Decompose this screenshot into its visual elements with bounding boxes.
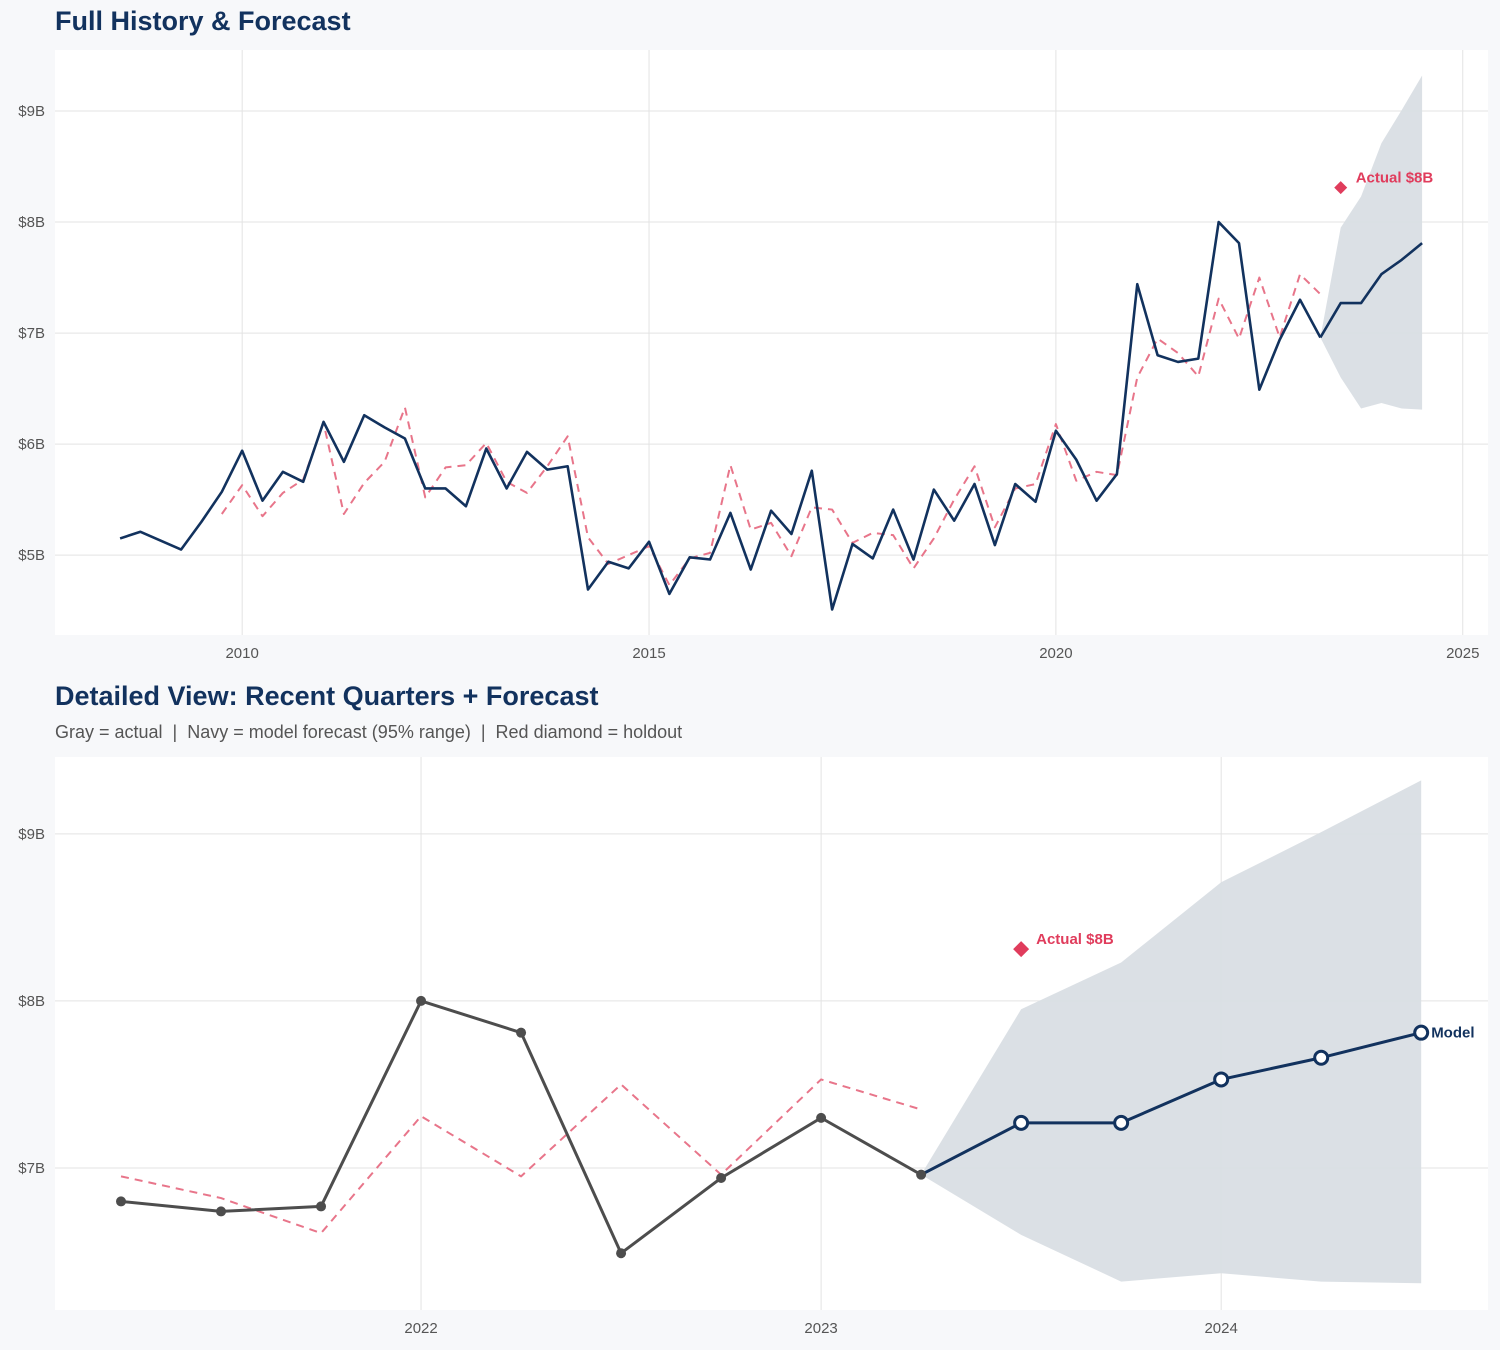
holdout-diamond-marker [1013, 941, 1030, 958]
y-tick-label: $9B [18, 103, 45, 120]
forecast-95-band [921, 780, 1422, 1284]
y-tick-label: $8B [18, 993, 45, 1010]
actual-point [916, 1169, 927, 1180]
holdout-diamond-marker [1334, 181, 1348, 195]
actual-point [116, 1196, 127, 1207]
chart-full-history: $5B $6B $7B $8B $9B 2010 2015 2020 2025 Actual $8… [18, 50, 1488, 662]
actual-point [316, 1201, 327, 1212]
bottom-chart-title: Detailed View: Recent Quarters + Forecas… [55, 681, 599, 711]
actual-point [716, 1173, 727, 1184]
top-chart-title: Full History & Forecast [55, 6, 351, 36]
holdout-label: Actual $8B [1036, 931, 1114, 948]
x-tick-label: 2025 [1446, 645, 1479, 662]
plot-area [55, 50, 1488, 635]
forecast-line [1319, 242, 1423, 339]
forecast-point [1113, 1114, 1130, 1131]
actual-point [616, 1248, 627, 1259]
fitted-line [220, 273, 1322, 587]
forecast-point [1013, 1114, 1030, 1131]
actual-line [119, 220, 1322, 611]
x-tick-label: 2023 [804, 1320, 837, 1337]
actual-point [516, 1027, 527, 1038]
forecast-point [1313, 1049, 1330, 1066]
forecast-label: Model [1431, 1025, 1474, 1042]
forecast-point [1413, 1024, 1430, 1041]
x-tick-label: 2022 [404, 1320, 437, 1337]
y-tick-label: $6B [18, 436, 45, 453]
chart-detailed: $7B $8B $9B 2022 2023 2024 Model Actual $8B [18, 757, 1488, 1337]
y-tick-label: $7B [18, 1160, 45, 1177]
x-tick-label: 2024 [1204, 1320, 1237, 1337]
forecast-line [920, 1031, 1422, 1177]
forecast-point [1213, 1071, 1230, 1088]
x-tick-label: 2010 [225, 645, 258, 662]
y-tick-label: $5B [18, 547, 45, 564]
forecast-95-band [1320, 75, 1423, 410]
x-tick-label: 2015 [632, 645, 665, 662]
y-tick-label: $9B [18, 826, 45, 843]
actual-point [416, 995, 427, 1006]
x-tick-label: 2020 [1039, 645, 1072, 662]
bottom-chart-subtitle: Gray = actual | Navy = model forecast (9… [55, 722, 683, 742]
y-tick-label: $8B [18, 214, 45, 231]
fitted-line [120, 1078, 922, 1235]
y-tick-label: $7B [18, 325, 45, 342]
holdout-label: Actual $8B [1356, 170, 1434, 187]
actual-point [216, 1206, 227, 1217]
actual-point [816, 1112, 827, 1123]
